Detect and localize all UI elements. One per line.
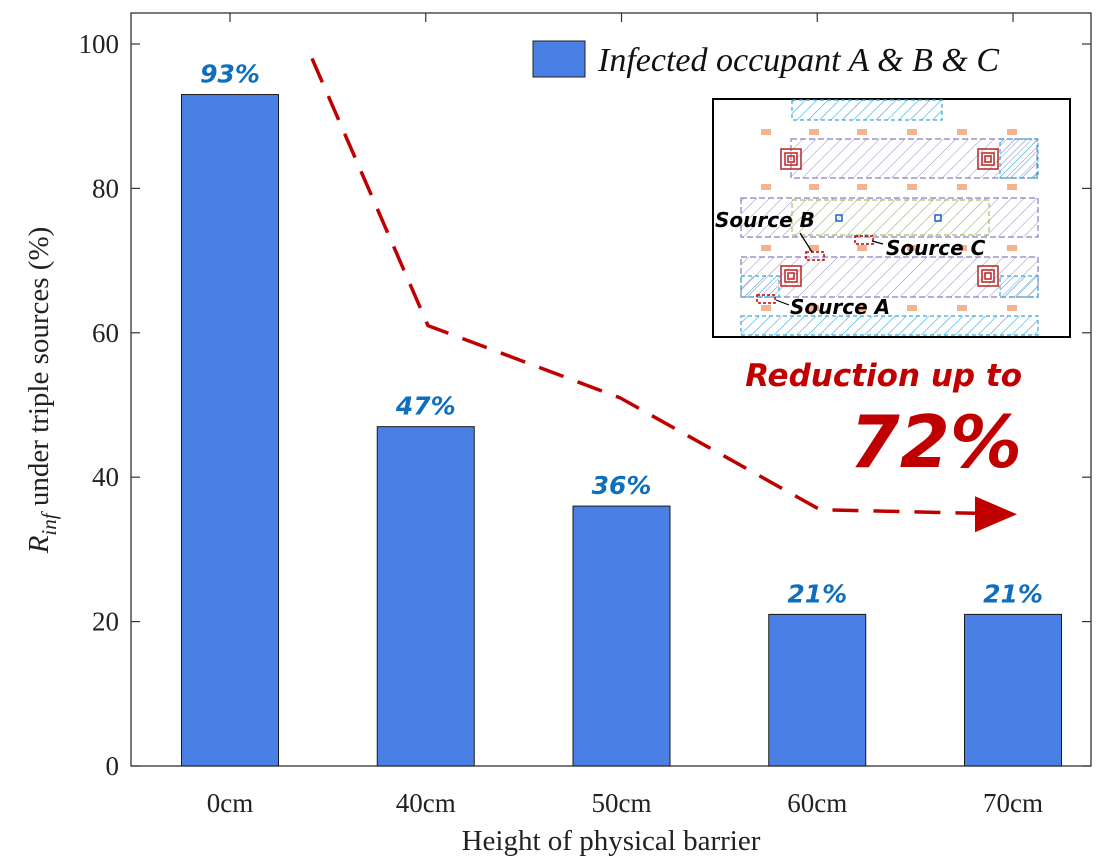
- legend: Infected occupant A & B & C: [532, 40, 999, 79]
- source-c-pointer: [871, 240, 884, 245]
- seat-marker: [907, 245, 917, 251]
- y-axis-title: Rinf under triple sources (%): [23, 227, 61, 555]
- inset-floorplan: Source B Source C Source A: [712, 98, 1071, 338]
- outlet-icon: [787, 155, 795, 163]
- seat-marker: [957, 129, 967, 135]
- seat-marker: [1007, 129, 1017, 135]
- x-tick-label: 40cm: [396, 788, 456, 818]
- seat-marker: [907, 184, 917, 190]
- source-a-pointer: [775, 299, 790, 306]
- inset-desk-row-1-end: [999, 138, 1039, 179]
- y-tick-label: 20: [92, 607, 119, 637]
- x-tick-label: 0cm: [207, 788, 254, 818]
- outlet-icon: [977, 265, 999, 287]
- seat-marker: [809, 184, 819, 190]
- inset-desk-row-3-right: [999, 275, 1039, 298]
- legend-swatch: [532, 40, 586, 78]
- inset-outlets: [780, 148, 999, 287]
- inset-bottom-strip: [740, 315, 1039, 336]
- outlet-icon: [984, 272, 992, 280]
- inset-sensor-icon: [835, 214, 843, 222]
- x-axis-title: Height of physical barrier: [462, 825, 761, 857]
- seat-marker: [761, 305, 771, 311]
- reduction-value: 72%: [850, 400, 1022, 484]
- trend-arrowhead: [975, 496, 1017, 533]
- reduction-label: Reduction up to: [745, 358, 1022, 394]
- x-tick-label: 70cm: [983, 788, 1043, 818]
- y-tick-label: 100: [79, 29, 120, 59]
- seat-marker: [761, 184, 771, 190]
- outlet-icon: [787, 272, 795, 280]
- bar: [964, 613, 1062, 767]
- bar: [768, 613, 867, 767]
- data-labels: 93% 47% 36% 21% 21%: [200, 60, 1043, 609]
- source-c-marker: [854, 235, 874, 245]
- bar-series: [181, 94, 1062, 767]
- inset-desk-row-3-left: [740, 275, 780, 298]
- bar: [181, 94, 279, 767]
- bar-data-label: 47%: [395, 392, 456, 421]
- y-axis: 0 20 40 60 80 100: [79, 29, 1091, 781]
- seat-marker: [761, 129, 771, 135]
- y-axis-title-rest: under triple sources (%): [23, 227, 55, 514]
- seat-marker: [957, 245, 967, 251]
- inset-sensor-icon: [934, 214, 942, 222]
- outlet-icon: [984, 155, 992, 163]
- x-axis: 0cm 40cm 50cm 60cm 70cm: [207, 13, 1043, 818]
- trend-arrow: [310, 57, 1017, 533]
- seat-marker: [857, 245, 867, 251]
- bar: [572, 505, 671, 767]
- y-axis-title-sub: inf: [37, 510, 61, 535]
- seat-marker: [809, 129, 819, 135]
- x-tick-label: 50cm: [592, 788, 652, 818]
- bar-data-label: 21%: [983, 579, 1043, 608]
- source-b-pointer: [799, 232, 813, 253]
- seat-marker: [857, 129, 867, 135]
- bar-data-label: 21%: [787, 579, 847, 608]
- source-b-label: Source B: [715, 208, 815, 232]
- x-tick-label: 60cm: [787, 788, 847, 818]
- outlet-icon: [981, 269, 995, 283]
- inset-center-zone: [791, 199, 990, 236]
- trend-line: [310, 57, 976, 516]
- seat-marker: [1007, 184, 1017, 190]
- seat-marker: [761, 245, 771, 251]
- y-tick-label: 40: [92, 462, 119, 492]
- outlet-icon: [780, 148, 802, 170]
- seat-marker: [907, 129, 917, 135]
- y-tick-label: 60: [92, 318, 119, 348]
- outlet-icon: [780, 265, 802, 287]
- outlet-icon: [784, 152, 798, 166]
- seat-marker: [857, 305, 867, 311]
- outlet-icon: [977, 148, 999, 170]
- outlet-icon: [784, 269, 798, 283]
- seat-marker: [809, 305, 819, 311]
- inset-desk-row-1: [790, 138, 1038, 179]
- seat-marker: [1007, 245, 1017, 251]
- bar-data-label: 93%: [200, 60, 260, 89]
- y-tick-label: 80: [92, 173, 119, 203]
- bar-data-label: 36%: [592, 471, 652, 500]
- source-b-marker: [805, 251, 825, 261]
- source-c-label: Source C: [886, 236, 986, 260]
- seat-marker: [957, 184, 967, 190]
- inset-top-strip: [791, 99, 943, 121]
- seat-marker: [1007, 305, 1017, 311]
- seat-marker: [857, 184, 867, 190]
- inset-seat-markers: [761, 129, 1017, 311]
- source-a-marker: [756, 294, 776, 304]
- bar: [376, 426, 475, 767]
- source-a-label: Source A: [790, 295, 890, 319]
- legend-label: Infected occupant A & B & C: [597, 42, 999, 79]
- outlet-icon: [981, 152, 995, 166]
- seat-marker: [809, 245, 819, 251]
- y-axis-title-main: R: [23, 535, 55, 554]
- seat-marker: [957, 305, 967, 311]
- y-tick-label: 0: [106, 751, 120, 781]
- seat-marker: [907, 305, 917, 311]
